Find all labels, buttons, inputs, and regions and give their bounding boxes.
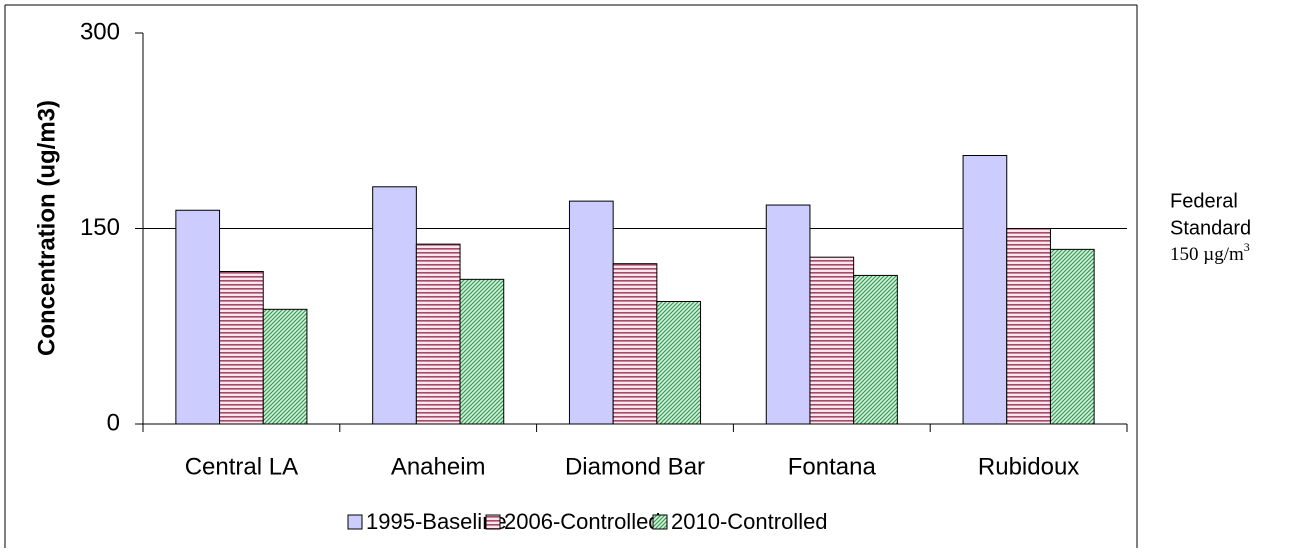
bar: [262, 308, 308, 425]
bar: [809, 256, 855, 425]
bar: [1049, 248, 1095, 425]
bar: [372, 186, 417, 425]
annotation: 150 µg/m3: [1170, 240, 1250, 266]
annotation: Standard: [1170, 217, 1251, 239]
annotation-text: 150 µg/m: [1170, 244, 1244, 265]
x-tick-label: Anaheim: [391, 453, 486, 480]
x-tick-label: Fontana: [788, 453, 877, 480]
x-tick-label: Rubidoux: [978, 453, 1079, 480]
bar: [459, 278, 505, 425]
legend-swatch: [652, 514, 668, 530]
bar: [175, 209, 221, 425]
legend-label: 1995-Baseline: [366, 509, 507, 534]
bar: [962, 155, 1008, 425]
x-tick-label: Central LA: [185, 453, 298, 480]
bar: [415, 243, 461, 425]
legend-label: 2010-Controlled: [671, 509, 828, 534]
bar: [656, 300, 702, 425]
bar: [568, 200, 614, 425]
legend-label: 2006-Controlled: [504, 509, 661, 534]
bar: [765, 204, 811, 425]
bar: [612, 263, 658, 425]
bar: [1006, 228, 1051, 425]
x-tick-label: Diamond Bar: [565, 453, 705, 480]
annotation-sup: 3: [1244, 240, 1250, 254]
y-tick-label: 150: [80, 214, 120, 241]
legend-swatch: [347, 514, 363, 530]
bar: [853, 274, 898, 425]
legend-swatch: [485, 514, 501, 530]
annotation: Federal: [1170, 190, 1238, 212]
y-axis-title: Concentration (ug/m3): [33, 100, 60, 356]
y-tick-label: 300: [80, 18, 120, 45]
y-tick-label: 0: [107, 409, 120, 436]
bar: [219, 271, 264, 425]
